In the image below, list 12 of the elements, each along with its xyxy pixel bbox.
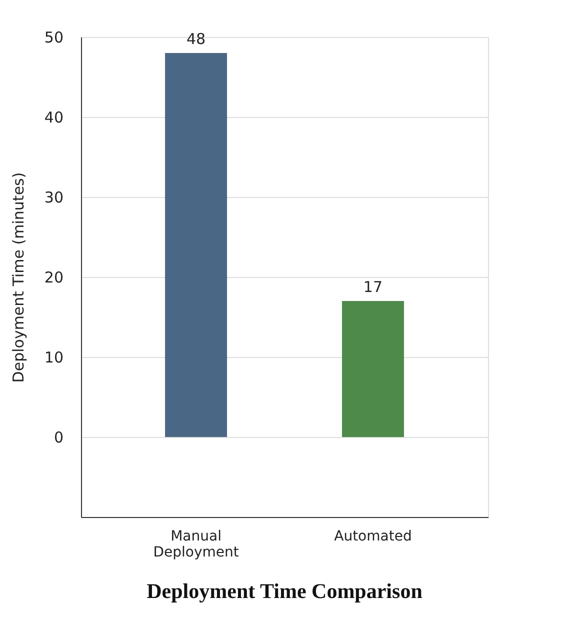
y-tick-label: 40 [44,108,64,126]
y-axis-title: Deployment Time (minutes) [9,172,28,383]
y-tick-label: 50 [44,28,64,46]
x-tick-label: Automated [334,528,412,544]
data-label: 17 [363,278,383,296]
data-label: 48 [186,30,206,48]
y-tick-label: 20 [44,268,64,286]
y-tick-label: 10 [44,348,64,366]
y-tick-label: 30 [44,188,64,206]
x-tick-label: Manual Deployment [153,528,240,560]
y-tick-label: 0 [54,428,64,446]
text: Deployment Time Comparison [146,579,423,603]
